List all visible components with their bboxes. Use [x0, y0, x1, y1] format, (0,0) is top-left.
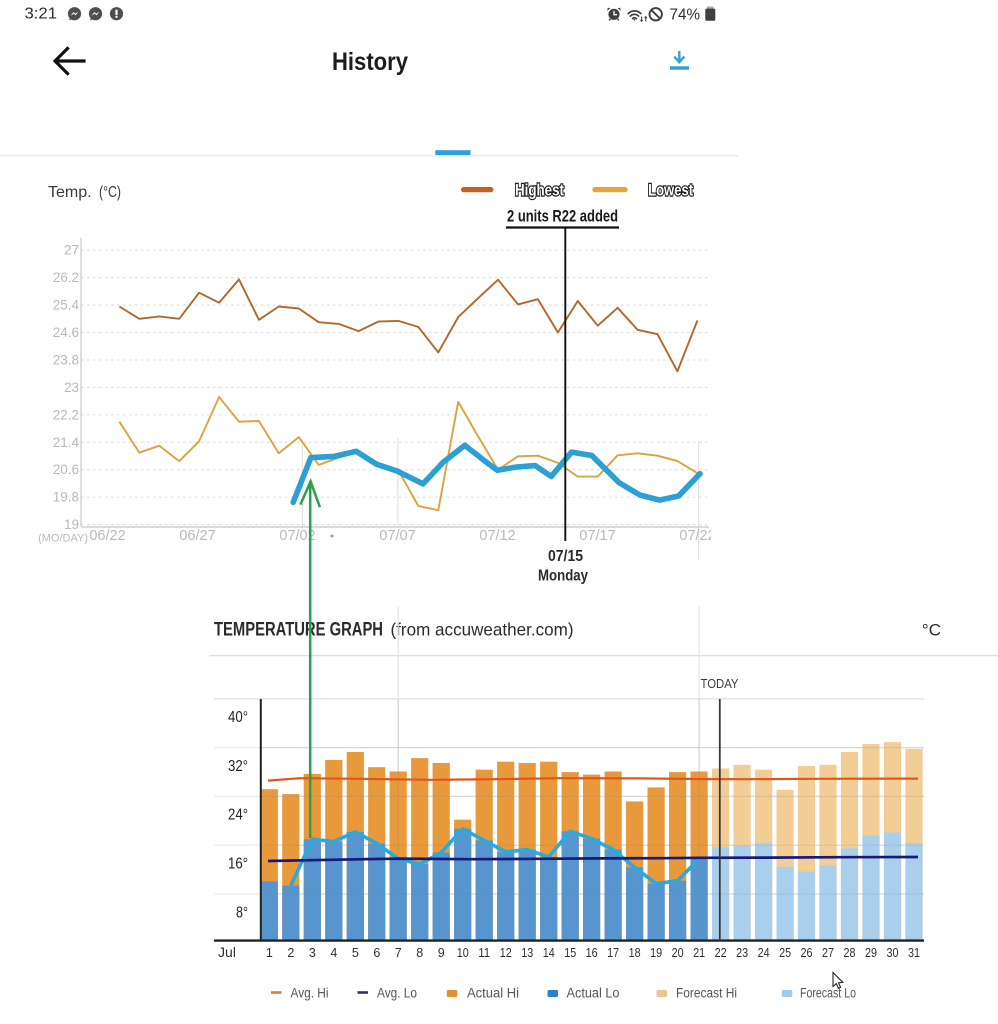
svg-text:Actual Hi: Actual Hi	[467, 986, 519, 1001]
svg-text:16: 16	[586, 946, 598, 960]
svg-text:06/22: 06/22	[89, 528, 125, 544]
svg-text:28: 28	[844, 946, 856, 960]
svg-text:23: 23	[64, 380, 79, 395]
svg-text:8°: 8°	[236, 904, 248, 921]
svg-text:Forecast Lo: Forecast Lo	[800, 986, 856, 1001]
svg-text:21.4: 21.4	[53, 435, 80, 450]
svg-text:22.2: 22.2	[53, 407, 79, 422]
svg-text:Avg. Hi: Avg. Hi	[291, 986, 329, 1001]
svg-text:07/22: 07/22	[679, 528, 715, 544]
svg-text:24°: 24°	[228, 807, 248, 824]
svg-text:17: 17	[607, 946, 619, 960]
svg-text:5: 5	[352, 946, 359, 960]
svg-text:07/02: 07/02	[279, 528, 315, 544]
svg-text:9: 9	[438, 946, 445, 960]
svg-text:19.8: 19.8	[53, 490, 79, 505]
svg-text:23: 23	[736, 946, 748, 960]
svg-text:22: 22	[715, 946, 727, 960]
svg-text:07/07: 07/07	[379, 528, 415, 544]
svg-text:8: 8	[416, 946, 423, 960]
svg-text:6: 6	[373, 946, 380, 960]
svg-text:26: 26	[801, 946, 813, 960]
svg-text:Lowest: Lowest	[648, 181, 693, 200]
svg-text:15: 15	[564, 946, 576, 960]
svg-text:31: 31	[908, 946, 920, 960]
svg-text:(from accuweather.com): (from accuweather.com)	[391, 620, 574, 640]
svg-text:07/15: 07/15	[548, 548, 583, 565]
svg-text:12: 12	[500, 946, 512, 960]
svg-text:TEMPERATURE GRAPH: TEMPERATURE GRAPH	[214, 620, 383, 641]
svg-text:2: 2	[287, 946, 294, 960]
svg-text:Actual Lo: Actual Lo	[567, 986, 620, 1001]
svg-text:07/17: 07/17	[579, 528, 615, 544]
svg-text:19: 19	[64, 517, 79, 532]
svg-text:40°: 40°	[228, 709, 248, 726]
svg-text:27: 27	[822, 946, 834, 960]
svg-text:10: 10	[457, 946, 469, 960]
svg-text:26.2: 26.2	[53, 270, 79, 285]
svg-text:20.6: 20.6	[53, 462, 79, 477]
svg-text:°C: °C	[922, 621, 941, 640]
svg-text:24.6: 24.6	[53, 325, 79, 340]
svg-text:Avg. Lo: Avg. Lo	[377, 986, 417, 1001]
svg-text:06/27: 06/27	[179, 528, 215, 544]
svg-text:(°C): (°C)	[99, 184, 121, 201]
svg-text:21: 21	[693, 946, 705, 960]
svg-text:13: 13	[521, 946, 533, 960]
svg-text:74%: 74%	[670, 7, 701, 24]
svg-text:18: 18	[629, 946, 641, 960]
svg-text:23.8: 23.8	[53, 353, 79, 368]
svg-text:30: 30	[887, 946, 899, 960]
svg-text:1: 1	[266, 946, 273, 960]
svg-text:20: 20	[672, 946, 684, 960]
svg-text:32°: 32°	[228, 758, 248, 775]
svg-text:14: 14	[543, 946, 555, 960]
svg-text:Monday: Monday	[538, 568, 588, 585]
svg-text:07/12: 07/12	[479, 528, 515, 544]
svg-text:25: 25	[779, 946, 791, 960]
svg-text:11: 11	[478, 946, 490, 960]
svg-text:25.4: 25.4	[53, 298, 80, 313]
svg-text:29: 29	[865, 946, 877, 960]
svg-text:2 units R22 added: 2 units R22 added	[507, 208, 618, 226]
svg-text:27: 27	[64, 243, 79, 258]
svg-text:Temp.: Temp.	[48, 184, 92, 201]
svg-text:24: 24	[758, 946, 770, 960]
svg-text:Forecast Hi: Forecast Hi	[676, 986, 737, 1001]
svg-text:TODAY: TODAY	[701, 676, 739, 691]
svg-text:Highest: Highest	[515, 181, 564, 200]
svg-text:3: 3	[309, 946, 316, 960]
svg-text:Jul: Jul	[218, 944, 236, 960]
svg-text:(MO/DAY): (MO/DAY)	[38, 533, 88, 545]
svg-text:16°: 16°	[228, 856, 248, 873]
svg-text:3:21: 3:21	[25, 6, 58, 23]
svg-text:History: History	[332, 48, 408, 76]
svg-text:7: 7	[395, 946, 402, 960]
svg-text:4: 4	[330, 946, 337, 960]
svg-text:19: 19	[650, 946, 662, 960]
